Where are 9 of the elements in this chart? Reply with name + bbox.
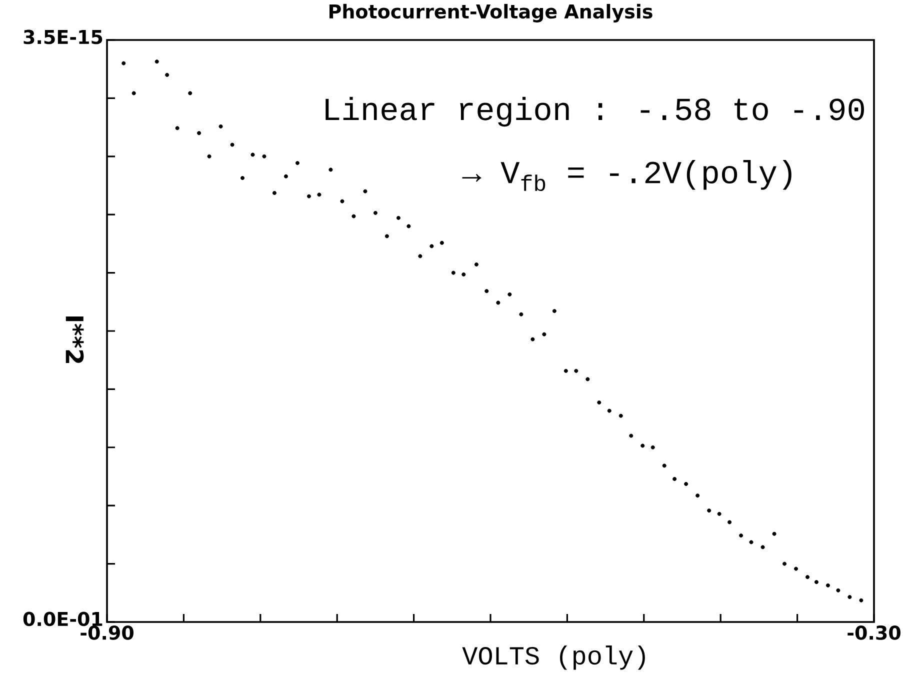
- annotation: → V$_{fb}$ = -.2V(poly): [462, 160, 792, 192]
- y-tick-label: 0.0E-01: [23, 612, 102, 626]
- y-tick-label: 3.5E-15: [24, 30, 102, 44]
- x-tick-label: -0.90: [80, 626, 134, 640]
- x-tick-label: -0.30: [848, 626, 900, 640]
- y-axis-title: I**2: [66, 316, 84, 363]
- x-axis-title: VOLTS (poly): [462, 646, 645, 670]
- annotation: Linear region : -.58 to -.90: [326, 96, 864, 127]
- chart-title: Photocurrent-Voltage Analysis: [330, 4, 652, 22]
